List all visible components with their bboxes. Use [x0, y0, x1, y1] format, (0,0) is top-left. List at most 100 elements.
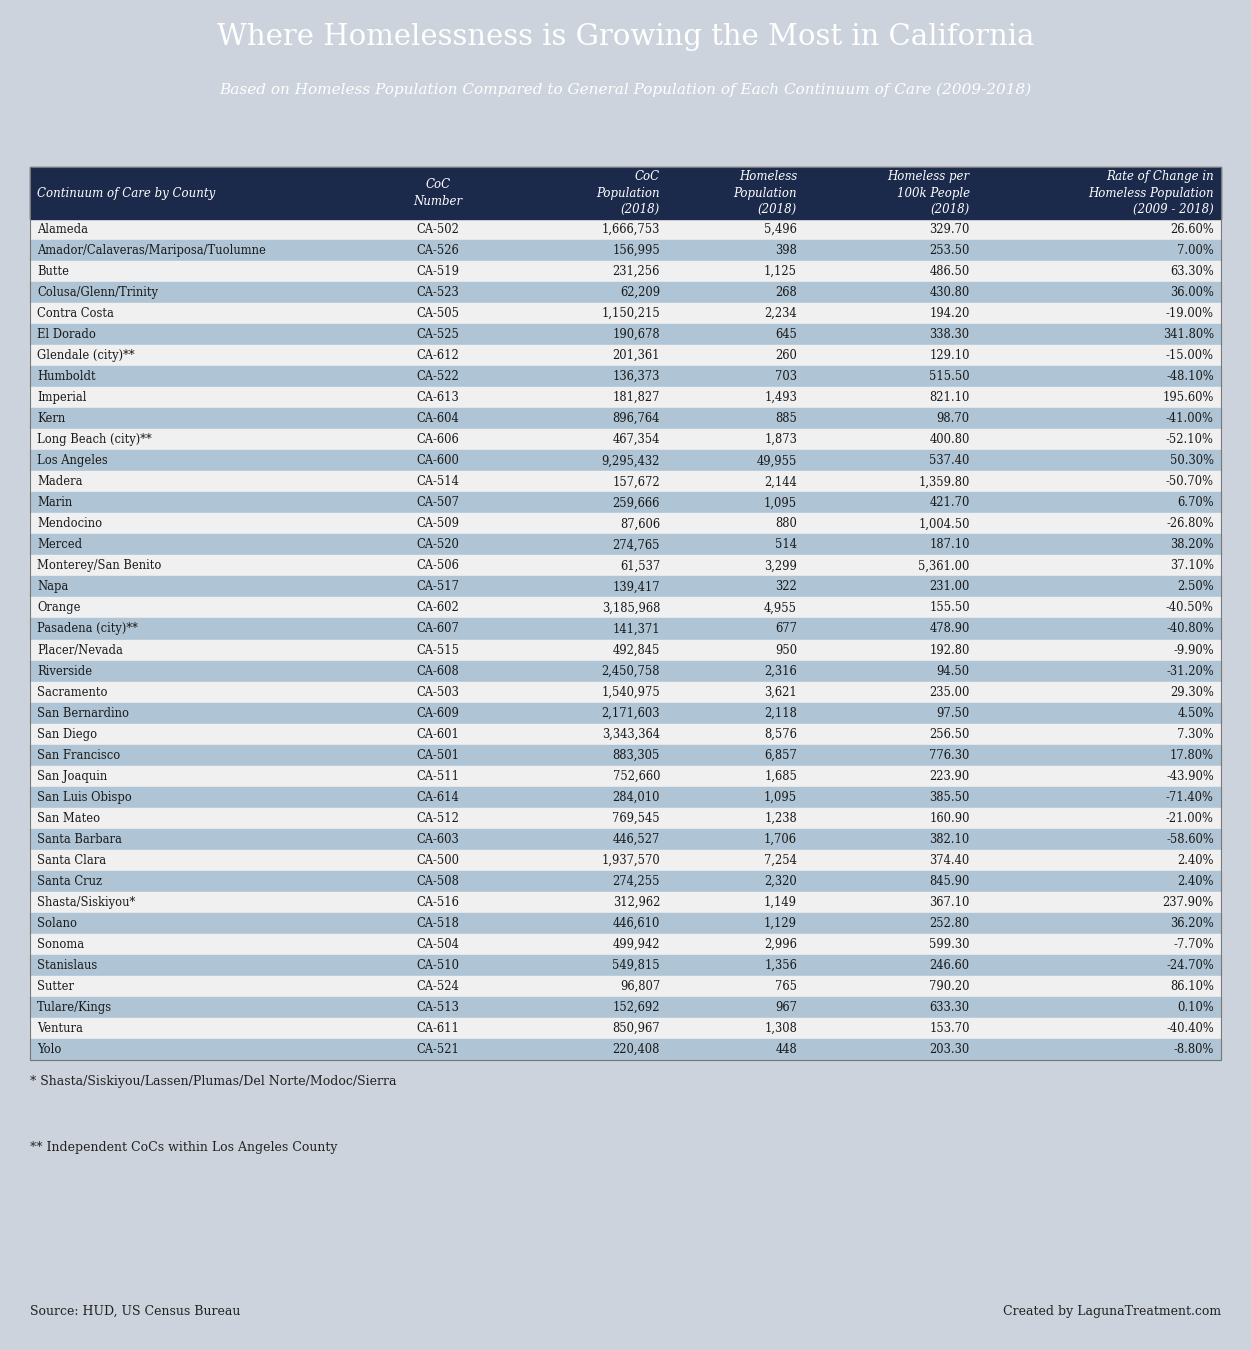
Bar: [30, 829, 1221, 849]
Text: CA-504: CA-504: [417, 938, 459, 950]
Text: -15.00%: -15.00%: [1166, 350, 1213, 362]
Bar: [30, 976, 1221, 996]
Text: 765: 765: [776, 980, 797, 992]
Text: -43.90%: -43.90%: [1166, 769, 1213, 783]
Text: CA-506: CA-506: [417, 559, 459, 572]
Text: Marin: Marin: [38, 497, 73, 509]
Text: -71.40%: -71.40%: [1166, 791, 1213, 803]
Text: 36.00%: 36.00%: [1170, 286, 1213, 300]
Text: San Bernardino: San Bernardino: [38, 706, 129, 720]
Text: 515.50: 515.50: [929, 370, 970, 383]
Bar: [30, 429, 1221, 451]
Text: CA-517: CA-517: [417, 580, 459, 594]
Text: CA-612: CA-612: [417, 350, 459, 362]
Bar: [30, 240, 1221, 261]
Bar: [30, 219, 1221, 240]
Text: 633.30: 633.30: [929, 1000, 970, 1014]
Text: 1,149: 1,149: [764, 896, 797, 909]
Bar: [30, 346, 1221, 366]
Text: 492,845: 492,845: [613, 644, 661, 656]
Text: Long Beach (city)**: Long Beach (city)**: [38, 433, 151, 447]
Text: Sutter: Sutter: [38, 980, 74, 992]
Bar: [30, 954, 1221, 976]
Text: 1,493: 1,493: [764, 392, 797, 404]
Text: 98.70: 98.70: [937, 412, 970, 425]
Text: 187.10: 187.10: [929, 539, 970, 551]
Text: 1,129: 1,129: [764, 917, 797, 930]
Text: CA-511: CA-511: [417, 769, 459, 783]
Text: 156,995: 156,995: [612, 244, 661, 256]
Text: -19.00%: -19.00%: [1166, 306, 1213, 320]
Text: 3,343,364: 3,343,364: [602, 728, 661, 741]
Text: CA-608: CA-608: [417, 664, 459, 678]
Text: Kern: Kern: [38, 412, 65, 425]
Text: 1,540,975: 1,540,975: [602, 686, 661, 698]
Text: 195.60%: 195.60%: [1162, 392, 1213, 404]
Text: Santa Clara: Santa Clara: [38, 853, 106, 867]
Text: 883,305: 883,305: [613, 749, 661, 761]
Text: Colusa/Glenn/Trinity: Colusa/Glenn/Trinity: [38, 286, 158, 300]
Bar: [30, 324, 1221, 346]
Text: CA-520: CA-520: [417, 539, 459, 551]
Text: -26.80%: -26.80%: [1166, 517, 1213, 531]
Text: CA-526: CA-526: [417, 244, 459, 256]
Text: 896,764: 896,764: [613, 412, 661, 425]
Text: Santa Cruz: Santa Cruz: [38, 875, 103, 888]
Text: Ventura: Ventura: [38, 1022, 83, 1035]
Text: CA-503: CA-503: [417, 686, 459, 698]
Text: CA-524: CA-524: [417, 980, 459, 992]
Text: Yolo: Yolo: [38, 1044, 61, 1056]
Text: 38.20%: 38.20%: [1170, 539, 1213, 551]
Text: 537.40: 537.40: [929, 455, 970, 467]
Text: 769,545: 769,545: [613, 811, 661, 825]
Bar: [30, 261, 1221, 282]
Text: 1,125: 1,125: [764, 265, 797, 278]
Text: Based on Homeless Population Compared to General Population of Each Continuum of: Based on Homeless Population Compared to…: [219, 82, 1032, 97]
Text: Source: HUD, US Census Bureau: Source: HUD, US Census Bureau: [30, 1304, 240, 1318]
Text: CA-611: CA-611: [417, 1022, 459, 1035]
Text: -52.10%: -52.10%: [1166, 433, 1213, 447]
Text: 752,660: 752,660: [613, 769, 661, 783]
Text: 703: 703: [776, 370, 797, 383]
Text: CA-601: CA-601: [417, 728, 459, 741]
Text: CA-522: CA-522: [417, 370, 459, 383]
Text: 446,527: 446,527: [613, 833, 661, 845]
Text: San Mateo: San Mateo: [38, 811, 100, 825]
Text: 5,361.00: 5,361.00: [918, 559, 970, 572]
Text: 821.10: 821.10: [929, 392, 970, 404]
Text: 190,678: 190,678: [613, 328, 661, 342]
Text: 1,004.50: 1,004.50: [918, 517, 970, 531]
Bar: [30, 934, 1221, 954]
Text: 192.80: 192.80: [929, 644, 970, 656]
Text: Created by LagunaTreatment.com: Created by LagunaTreatment.com: [1003, 1304, 1221, 1318]
Text: 1,873: 1,873: [764, 433, 797, 447]
Text: 1,356: 1,356: [764, 958, 797, 972]
Text: Homeless per
100k People
(2018): Homeless per 100k People (2018): [887, 170, 970, 216]
Text: 153.70: 153.70: [929, 1022, 970, 1035]
Text: 1,095: 1,095: [764, 497, 797, 509]
Bar: [30, 555, 1221, 576]
Text: CA-604: CA-604: [417, 412, 459, 425]
Text: 845.90: 845.90: [929, 875, 970, 888]
Text: 2,996: 2,996: [764, 938, 797, 950]
Text: 253.50: 253.50: [929, 244, 970, 256]
Text: 231.00: 231.00: [929, 580, 970, 594]
Text: -50.70%: -50.70%: [1166, 475, 1213, 489]
Text: CA-512: CA-512: [417, 811, 459, 825]
Text: Riverside: Riverside: [38, 664, 93, 678]
Bar: [30, 996, 1221, 1018]
Text: 155.50: 155.50: [929, 602, 970, 614]
Bar: [30, 892, 1221, 913]
Text: CA-607: CA-607: [417, 622, 459, 636]
Text: 885: 885: [776, 412, 797, 425]
Bar: [30, 765, 1221, 787]
Text: 36.20%: 36.20%: [1170, 917, 1213, 930]
Text: El Dorado: El Dorado: [38, 328, 96, 342]
Text: Pasadena (city)**: Pasadena (city)**: [38, 622, 138, 636]
Text: 3,299: 3,299: [764, 559, 797, 572]
Text: 2,118: 2,118: [764, 706, 797, 720]
Text: ** Independent CoCs within Los Angeles County: ** Independent CoCs within Los Angeles C…: [30, 1142, 338, 1154]
Text: 49,955: 49,955: [757, 455, 797, 467]
Text: CA-516: CA-516: [417, 896, 459, 909]
Text: 0.10%: 0.10%: [1177, 1000, 1213, 1014]
